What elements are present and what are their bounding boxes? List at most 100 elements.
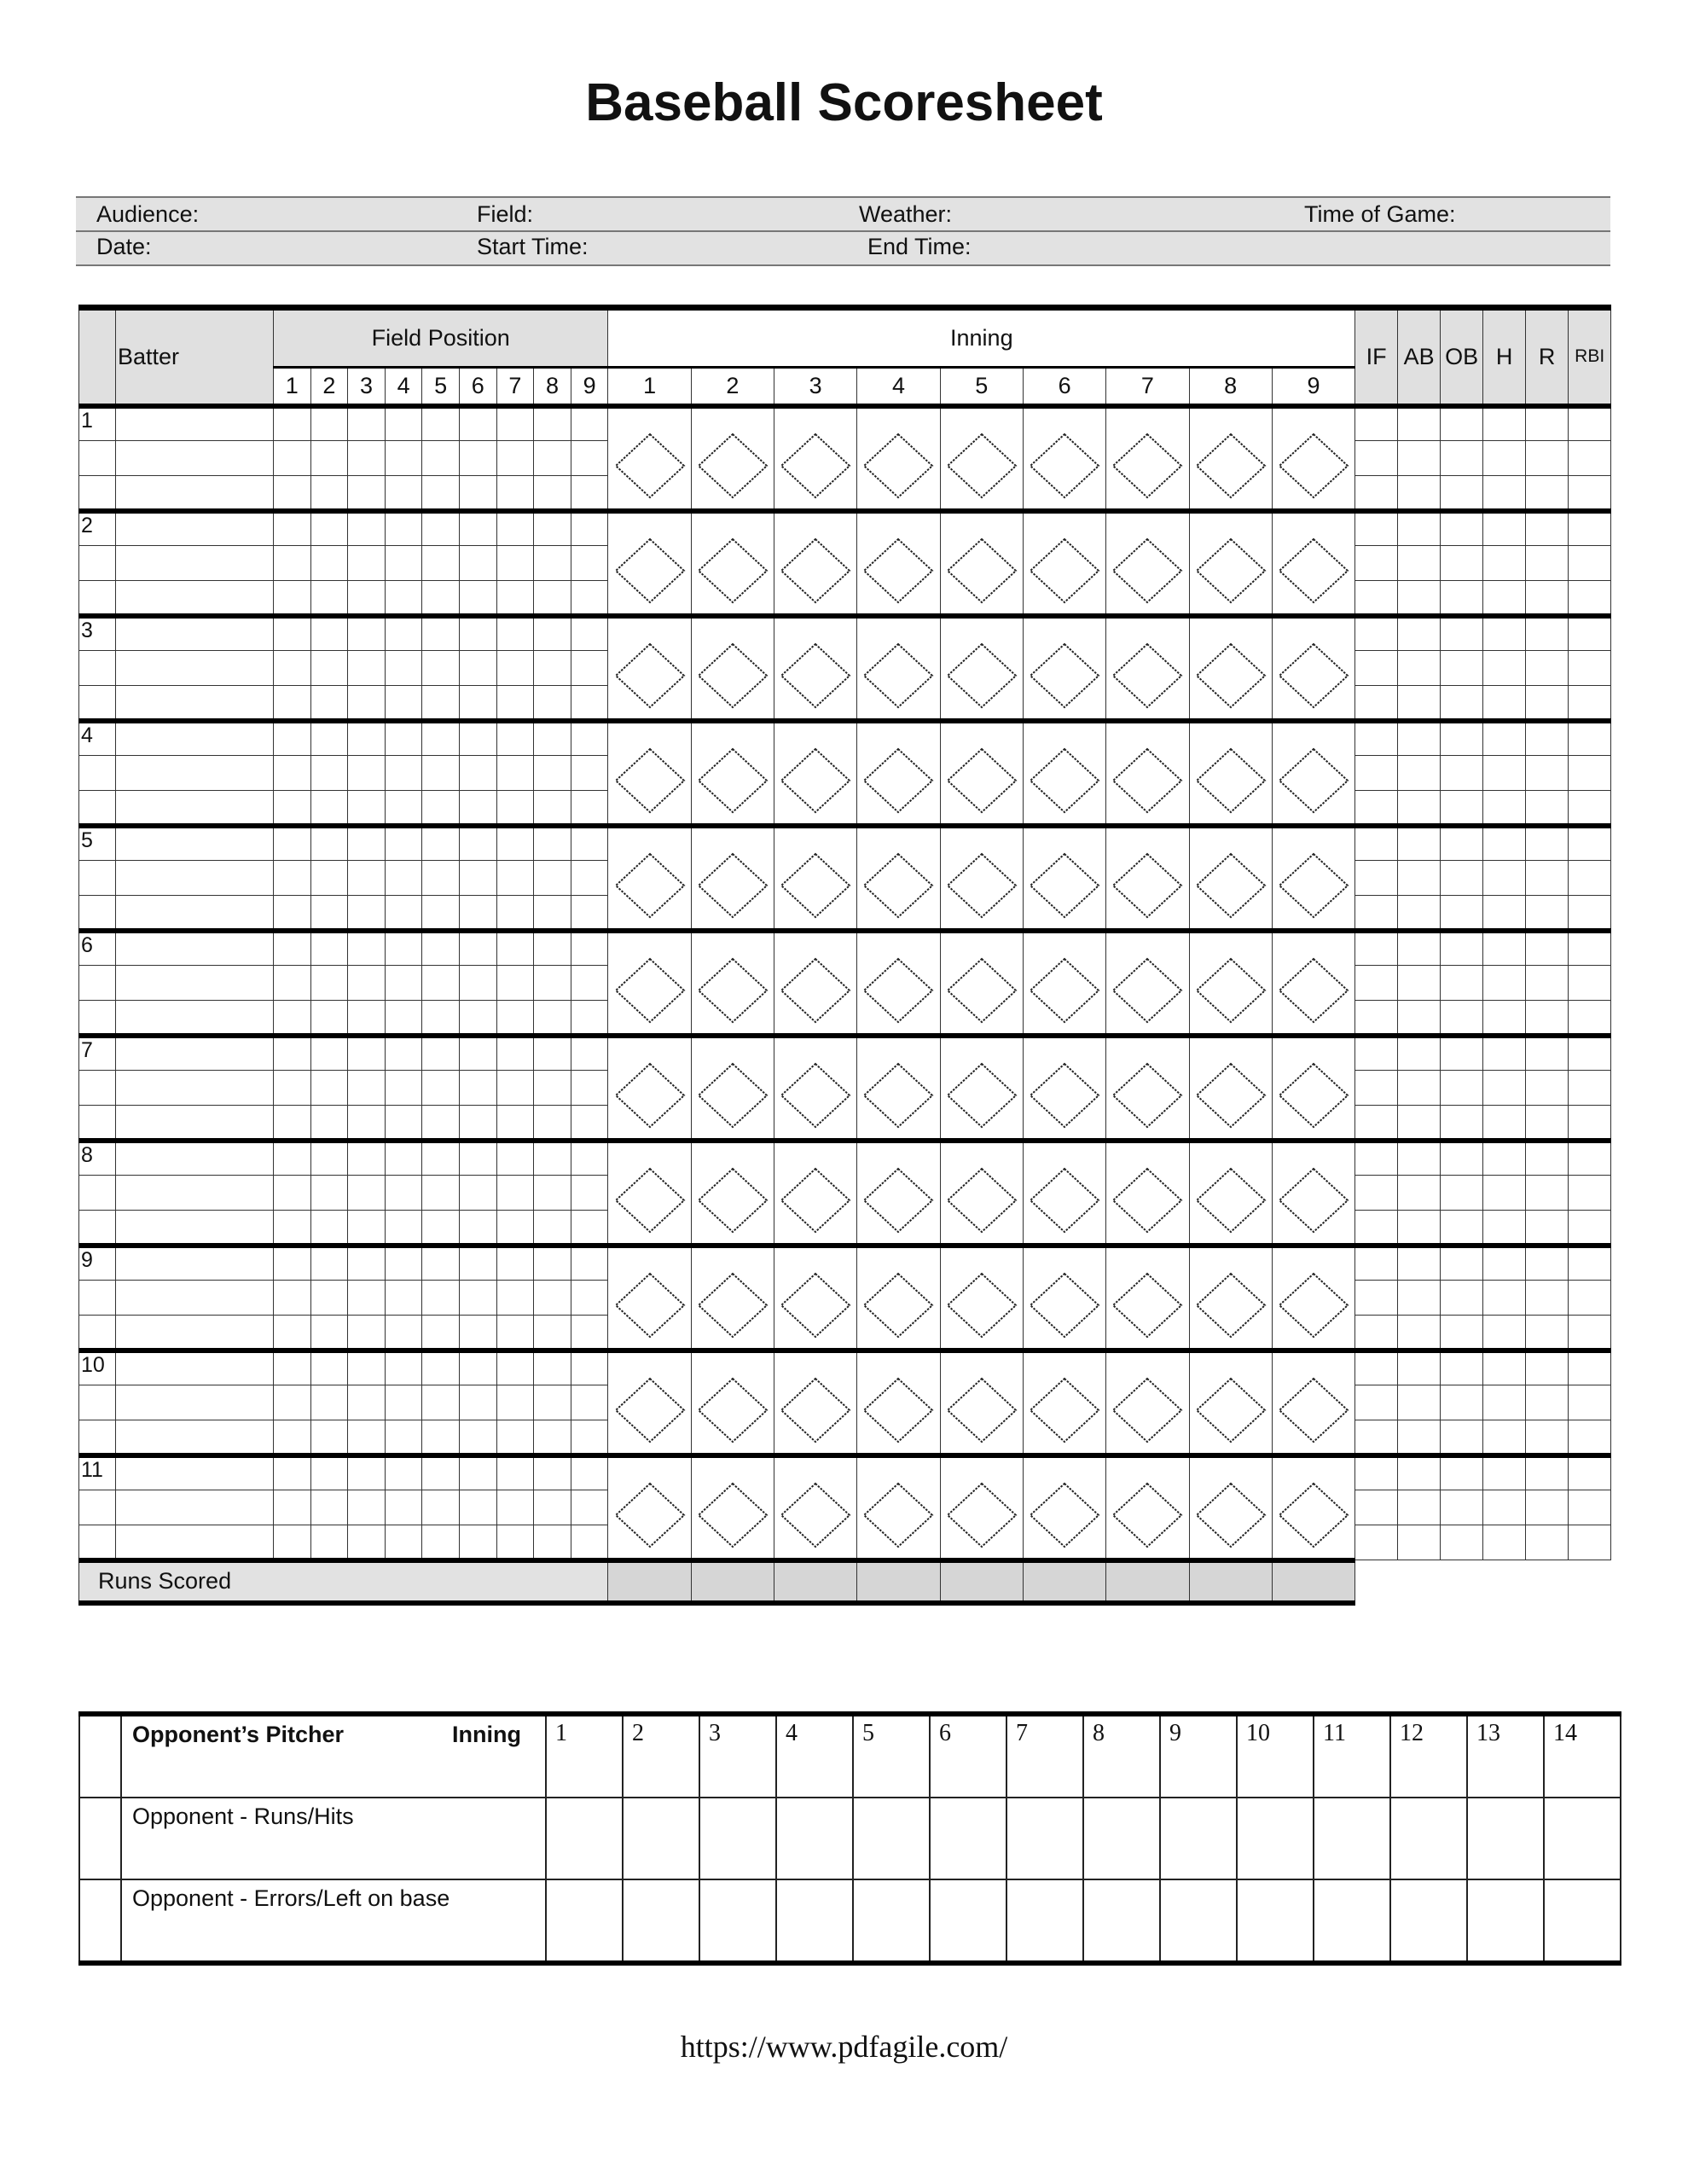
stat-cell[interactable] [1354,965,1399,1001]
field-position-cell[interactable] [533,1070,571,1106]
field-position-cell[interactable] [496,965,535,1001]
inning-cell[interactable] [690,927,775,1036]
batter-name-cell[interactable] [115,545,274,581]
field-position-cell[interactable] [347,895,386,931]
field-position-cell[interactable] [458,895,497,931]
field-position-cell[interactable] [570,1070,609,1106]
field-position-cell[interactable] [273,1032,311,1071]
field-position-cell[interactable] [570,1210,609,1246]
inning-cell[interactable] [1022,717,1107,826]
stat-cell[interactable] [1568,1490,1612,1525]
field-position-cell[interactable] [570,545,609,581]
inning-cell[interactable] [774,613,858,721]
field-position-cell[interactable] [570,1280,609,1316]
field-position-cell[interactable] [273,965,311,1001]
stat-cell[interactable] [1354,1137,1399,1176]
stat-cell[interactable] [1354,440,1399,476]
field-position-cell[interactable] [533,508,571,546]
stat-cell[interactable] [1568,440,1612,476]
field-position-cell[interactable] [496,860,535,896]
stat-cell[interactable] [1440,1280,1484,1316]
field-position-cell[interactable] [421,1137,460,1176]
stat-cell[interactable] [1397,475,1441,511]
batter-name-cell[interactable] [115,440,274,476]
field-position-cell[interactable] [310,1452,349,1490]
field-position-cell[interactable] [570,860,609,896]
stat-cell[interactable] [1397,1000,1441,1036]
stat-cell[interactable] [1397,613,1441,651]
opponent-inning-cell[interactable] [1466,1879,1545,1964]
stat-cell[interactable] [1482,860,1527,896]
opponent-inning-cell[interactable] [545,1879,624,1964]
field-position-cell[interactable] [310,927,349,966]
opponent-inning-cell[interactable] [1313,1879,1391,1964]
field-position-cell[interactable] [310,1347,349,1385]
field-position-cell[interactable] [273,440,311,476]
field-position-cell[interactable] [496,1175,535,1211]
stat-cell[interactable] [1482,1315,1527,1350]
stat-cell[interactable] [1440,1420,1484,1455]
field-position-cell[interactable] [496,1452,535,1490]
stat-cell[interactable] [1440,1032,1484,1071]
inning-cell[interactable] [1188,1347,1273,1455]
inning-cell[interactable] [774,1032,858,1141]
field-position-cell[interactable] [384,1347,423,1385]
inning-cell[interactable] [1022,1137,1107,1246]
field-position-cell[interactable] [421,965,460,1001]
inning-cell[interactable] [774,822,858,931]
field-position-cell[interactable] [384,1137,423,1176]
inning-cell[interactable] [1271,1242,1356,1350]
field-position-cell[interactable] [533,545,571,581]
field-position-cell[interactable] [570,508,609,546]
opponent-inning-cell[interactable] [1543,1879,1621,1964]
runs-scored-cell[interactable] [1105,1557,1190,1606]
runs-scored-cell[interactable] [1271,1557,1356,1606]
field-position-cell[interactable] [310,1525,349,1560]
field-position-cell[interactable] [273,1315,311,1350]
stat-cell[interactable] [1397,1385,1441,1420]
field-position-cell[interactable] [533,1452,571,1490]
field-position-cell[interactable] [273,717,311,756]
inning-cell[interactable] [939,927,1024,1036]
stat-cell[interactable] [1568,475,1612,511]
field-position-cell[interactable] [496,1070,535,1106]
field-position-cell[interactable] [570,1315,609,1350]
stat-cell[interactable] [1397,1070,1441,1106]
stat-cell[interactable] [1354,1347,1399,1385]
field-position-cell[interactable] [458,1175,497,1211]
batter-name-cell[interactable] [115,403,274,441]
opponent-inning-cell[interactable] [545,1797,624,1880]
stat-cell[interactable] [1482,927,1527,966]
field-position-cell[interactable] [384,650,423,686]
stat-cell[interactable] [1482,1242,1527,1281]
batter-name-cell[interactable] [115,1000,274,1036]
inning-cell[interactable] [1022,1452,1107,1560]
stat-cell[interactable] [1525,508,1569,546]
field-position-cell[interactable] [496,1490,535,1525]
stat-cell[interactable] [1354,822,1399,861]
field-position-cell[interactable] [570,685,609,721]
field-position-cell[interactable] [570,440,609,476]
stat-cell[interactable] [1482,1525,1527,1560]
field-position-cell[interactable] [533,1490,571,1525]
stat-cell[interactable] [1525,790,1569,826]
stat-cell[interactable] [1440,1105,1484,1141]
opponent-inning-cell[interactable] [852,1879,931,1964]
field-position-cell[interactable] [570,403,609,441]
field-position-cell[interactable] [533,1525,571,1560]
opponent-inning-cell[interactable] [699,1797,777,1880]
field-position-cell[interactable] [421,685,460,721]
stat-cell[interactable] [1354,1242,1399,1281]
stat-cell[interactable] [1525,545,1569,581]
field-position-cell[interactable] [273,508,311,546]
batter-name-cell[interactable] [115,1452,274,1490]
field-position-cell[interactable] [496,1315,535,1350]
inning-cell[interactable] [607,822,692,931]
field-position-cell[interactable] [421,790,460,826]
inning-cell[interactable] [607,1137,692,1246]
field-position-cell[interactable] [273,822,311,861]
stat-cell[interactable] [1568,895,1612,931]
stat-cell[interactable] [1482,965,1527,1001]
stat-cell[interactable] [1354,755,1399,791]
inning-cell[interactable] [1188,1032,1273,1141]
